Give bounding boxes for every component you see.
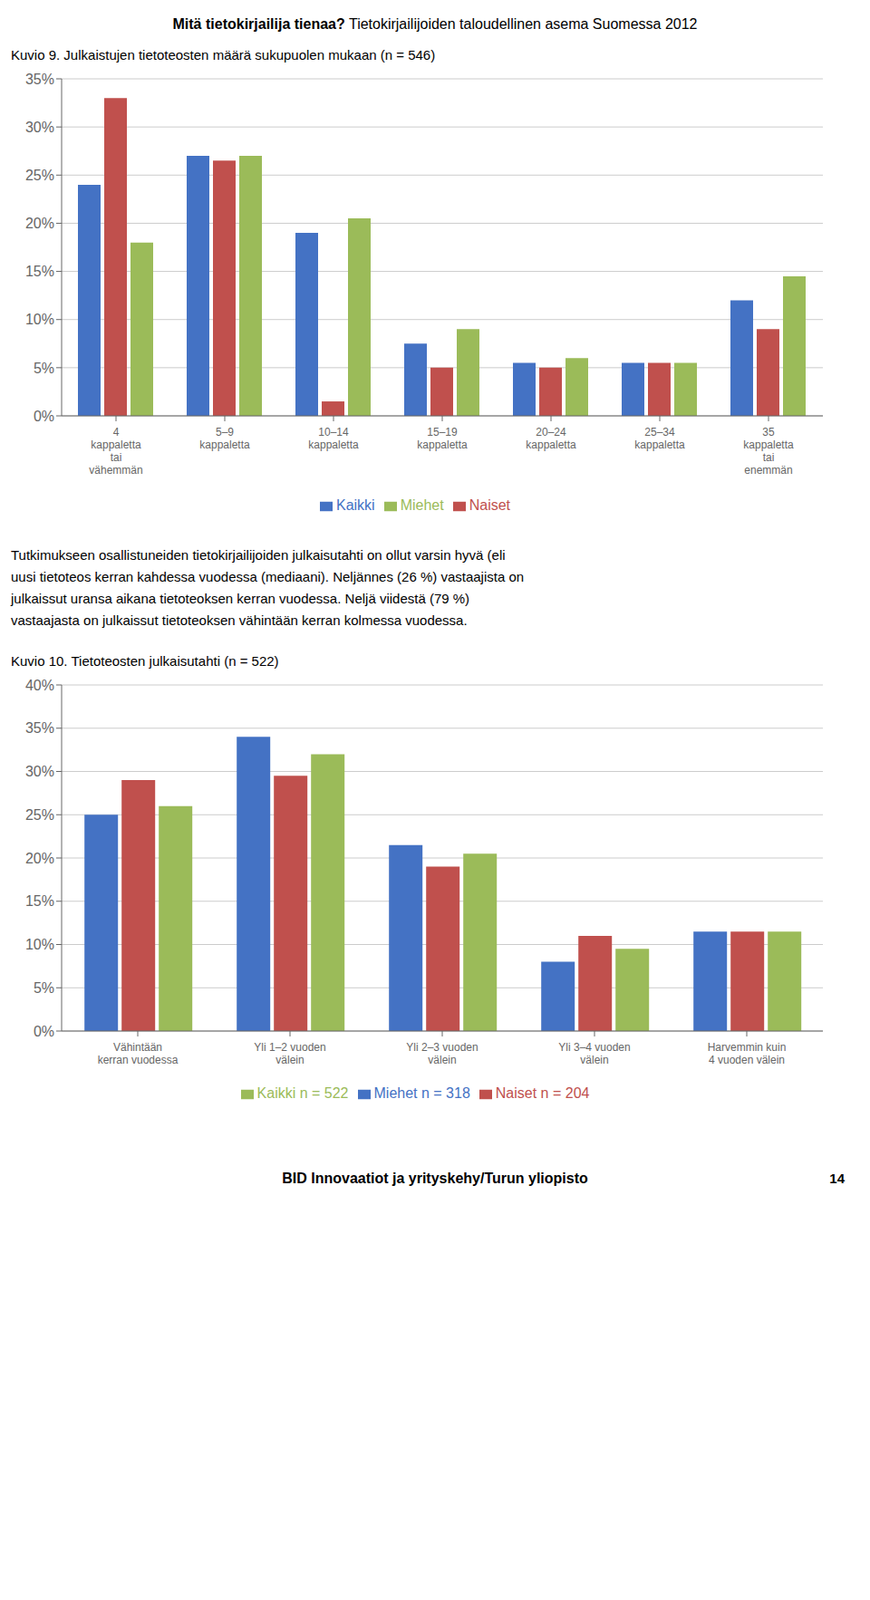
svg-text:4kappalettataivähemmän: 4kappalettataivähemmän bbox=[88, 425, 143, 477]
html-text:uusi tietoteos kerran kahdessa: uusi tietoteos kerran kahdessa vuodessa … bbox=[10, 569, 524, 585]
svg-text:20–24kappaletta: 20–24kappaletta bbox=[525, 425, 577, 452]
svg-text:Vähintäänkerran vuodessa: Vähintäänkerran vuodessa bbox=[97, 1041, 179, 1067]
html-text:Miehet: Miehet bbox=[400, 497, 444, 513]
svg-text:5%: 5% bbox=[33, 980, 55, 996]
svg-text:Yli 2–3 vuodenvälein: Yli 2–3 vuodenvälein bbox=[406, 1041, 478, 1067]
html-text:14: 14 bbox=[829, 1170, 845, 1187]
svg-text:0%: 0% bbox=[33, 408, 55, 425]
html-text:Tutkimukseen osallistuneiden t: Tutkimukseen osallistuneiden tietokirjai… bbox=[10, 547, 506, 563]
svg-text:15%: 15% bbox=[25, 263, 55, 280]
html-text:julkaissut uransa aikana tieto: julkaissut uransa aikana tietoteoksen ke… bbox=[10, 590, 470, 607]
svg-text:25–34kappaletta: 25–34kappaletta bbox=[634, 425, 686, 452]
html-text:Naiset n = 204: Naiset n = 204 bbox=[495, 1085, 590, 1102]
html-text:Kaikki n = 522: Kaikki n = 522 bbox=[257, 1085, 349, 1102]
svg-text:10%: 10% bbox=[25, 937, 55, 953]
svg-text:Harvemmin kuin4 vuoden välein: Harvemmin kuin4 vuoden välein bbox=[707, 1041, 787, 1067]
svg-text:35kappalettataienemmän: 35kappalettataienemmän bbox=[743, 425, 794, 477]
html-text:BID Innovaatiot ja yrityskehy/: BID Innovaatiot ja yrityskehy/Turun ylio… bbox=[282, 1170, 588, 1187]
svg-text:30%: 30% bbox=[25, 763, 55, 780]
svg-text:40%: 40% bbox=[25, 677, 55, 694]
html-text:Kaikki: Kaikki bbox=[336, 497, 375, 513]
svg-text:Yli 1–2 vuodenvälein: Yli 1–2 vuodenvälein bbox=[253, 1041, 326, 1067]
svg-text:Yli 3–4 vuodenvälein: Yli 3–4 vuodenvälein bbox=[558, 1041, 630, 1067]
html-text:Kuvio 10. Tietoteosten julkais: Kuvio 10. Tietoteosten julkaisutahti (n … bbox=[10, 653, 279, 669]
svg-text:0%: 0% bbox=[33, 1024, 55, 1040]
svg-text:25%: 25% bbox=[25, 167, 55, 184]
svg-text:20%: 20% bbox=[25, 215, 55, 232]
html-text:Miehet n = 318: Miehet n = 318 bbox=[373, 1085, 471, 1102]
html-text:Kuvio 9. Julkaistujen tietoteo: Kuvio 9. Julkaistujen tietoteosten määrä… bbox=[10, 47, 436, 63]
svg-text:25%: 25% bbox=[25, 807, 55, 823]
svg-text:30%: 30% bbox=[25, 119, 55, 136]
svg-text:5–9kappaletta: 5–9kappaletta bbox=[199, 425, 251, 452]
svg-text:10–14kappaletta: 10–14kappaletta bbox=[308, 425, 359, 452]
html-text:vastaajasta on julkaissut tiet: vastaajasta on julkaissut tietoteoksen v… bbox=[10, 612, 468, 629]
svg-text:35%: 35% bbox=[25, 720, 55, 736]
svg-text:15–19kappaletta: 15–19kappaletta bbox=[416, 425, 468, 452]
svg-text:5%: 5% bbox=[33, 360, 55, 377]
svg-text:15%: 15% bbox=[25, 893, 55, 909]
svg-text:35%: 35% bbox=[25, 71, 55, 87]
html-text:Naiset: Naiset bbox=[469, 497, 511, 513]
html-text:Mitä tietokirjailija tienaa? T: Mitä tietokirjailija tienaa? Tietokirjai… bbox=[172, 16, 698, 32]
svg-text:10%: 10% bbox=[25, 311, 55, 328]
svg-text:20%: 20% bbox=[25, 850, 55, 867]
